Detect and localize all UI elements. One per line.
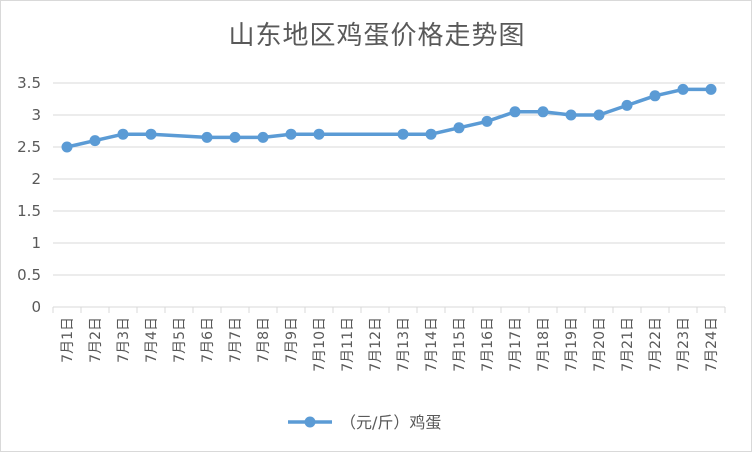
x-tick-label: 7月2日 [88,317,104,363]
data-point [89,135,101,147]
data-point [565,109,577,121]
y-tick-label: 0 [31,298,41,316]
data-point [705,83,717,95]
x-tick-label: 7月3日 [116,317,132,363]
x-tick-label: 7月5日 [172,317,188,363]
x-tick-label: 7月20日 [592,317,608,372]
x-tick-label: 7月6日 [200,317,216,363]
x-tick-label: 7月15日 [452,317,468,372]
x-tick-label: 7月14日 [424,317,440,372]
data-point [649,90,661,102]
data-point [593,109,605,121]
x-tick-label: 7月19日 [564,317,580,372]
chart-title: 山东地区鸡蛋价格走势图 [228,21,526,51]
x-tick-label: 7月7日 [228,317,244,363]
x-tick-label: 7月13日 [396,317,412,372]
x-tick-label: 7月10日 [312,317,328,372]
data-point [397,128,409,140]
x-tick-label: 7月9日 [284,317,300,363]
x-tick-label: 7月17日 [508,317,524,372]
data-point [285,128,297,140]
data-point [509,106,521,118]
y-tick-label: 2 [31,170,41,188]
y-tick-label: 1 [31,234,41,252]
data-point [201,131,213,143]
y-tick-label: 3 [31,106,41,124]
x-tick-label: 7月22日 [648,317,664,372]
data-point [453,122,465,134]
y-tick-label: 2.5 [17,138,41,156]
data-point [425,128,437,140]
legend-label: （元/斤）鸡蛋 [340,413,441,432]
data-point [481,115,493,127]
x-tick-label: 7月1日 [60,317,76,363]
y-tick-label: 0.5 [17,266,41,284]
data-point [117,128,129,140]
x-tick-label: 7月21日 [620,317,636,372]
x-tick-label: 7月4日 [144,317,160,363]
x-tick-label: 7月23日 [676,317,692,372]
data-point [313,128,325,140]
data-point [537,106,549,118]
x-tick-label: 7月11日 [340,317,356,372]
data-point [257,131,269,143]
data-point [61,141,73,153]
x-tick-label: 7月24日 [704,317,720,372]
x-tick-label: 7月16日 [480,317,496,372]
x-tick-label: 7月12日 [368,317,384,372]
data-point [145,128,157,140]
y-tick-label: 1.5 [17,202,41,220]
y-tick-label: 3.5 [17,74,41,92]
series-line [66,87,711,149]
x-tick-label: 7月8日 [256,317,272,363]
data-point [621,99,633,111]
x-tick-label: 7月18日 [536,317,552,372]
data-point [677,83,689,95]
legend-marker [304,416,316,428]
data-point [229,131,241,143]
